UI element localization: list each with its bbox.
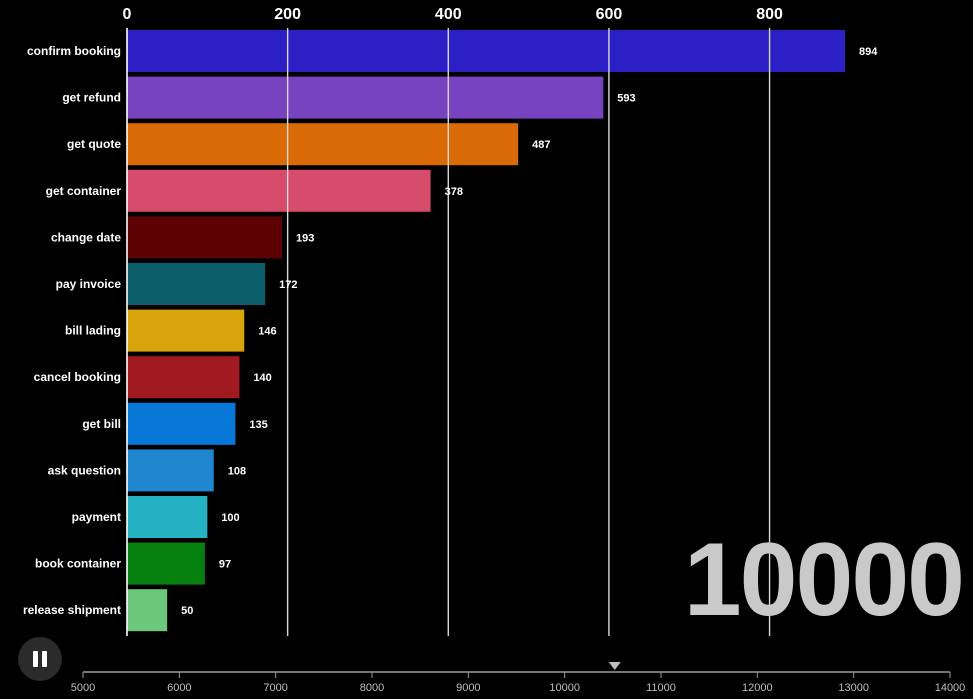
category-label: release shipment [23,603,121,617]
pause-button[interactable] [18,637,62,681]
category-label: payment [72,510,121,524]
bar-book-container [127,542,205,585]
x-tick-label: 600 [596,6,623,23]
value-label: 97 [219,559,231,571]
bar-release-shipment [127,589,168,632]
timeline-handle[interactable] [608,662,621,670]
value-label: 487 [532,139,550,151]
value-label: 378 [445,186,463,198]
x-tick-label: 400 [435,6,462,23]
category-label: get container [46,184,122,198]
value-label: 146 [258,326,276,338]
category-label: get quote [67,137,121,151]
pause-icon-bar [42,651,47,667]
bar-get-refund [127,76,604,119]
timeline-tick-label: 5000 [71,682,95,694]
timeline-tick-label: 12000 [742,682,773,694]
category-label: pay invoice [56,277,122,291]
bar-payment [127,496,208,538]
value-label: 108 [228,465,246,477]
x-tick-label: 200 [274,6,301,23]
bar-change-date [127,216,283,259]
category-label: confirm booking [27,44,121,58]
timeline-tick-label: 9000 [456,682,480,694]
value-label: 593 [617,93,635,105]
bar-get-container [127,169,431,212]
bar-cancel-booking [127,356,240,399]
timeline-tick-label: 10000 [549,682,580,694]
bar-get-quote [127,123,519,166]
value-label: 140 [253,372,271,384]
timeline-scrubber[interactable]: 5000 6000 7000 8000 9000 10000 11000 12000 13000… [0,655,973,699]
time-counter: 10000 [683,522,965,638]
value-label: 193 [296,232,314,244]
value-label: 50 [181,605,193,617]
bar-pay-invoice [127,263,266,305]
category-label: bill lading [65,324,121,338]
value-label: 172 [279,279,297,291]
timeline-tick-label: 8000 [360,682,384,694]
bar-confirm-booking [127,30,846,72]
timeline-tick-label: 6000 [167,682,191,694]
value-label: 100 [221,512,239,524]
category-label: get bill [82,417,121,431]
value-label: 894 [859,46,878,58]
timeline-tick-label: 13000 [838,682,869,694]
pause-icon [33,651,38,667]
category-label: cancel booking [34,370,121,384]
bar-get-bill [127,402,236,445]
x-tick-label: 800 [756,6,783,23]
value-label: 135 [249,419,267,431]
category-label: ask question [48,463,121,477]
timeline-tick-label: 11000 [646,682,676,694]
timeline-tick-label: 14000 [935,682,966,694]
bar-bill-lading [127,309,245,352]
timeline-tick-label: 7000 [263,682,287,694]
category-label: get refund [62,91,121,105]
category-label: change date [51,230,121,244]
x-tick-label: 0 [123,6,132,23]
bar-chart: 0 200 400 600 800 confirm booking 894 get refun… [23,6,878,636]
category-label: book container [35,557,121,571]
bar-ask-question [127,449,214,492]
